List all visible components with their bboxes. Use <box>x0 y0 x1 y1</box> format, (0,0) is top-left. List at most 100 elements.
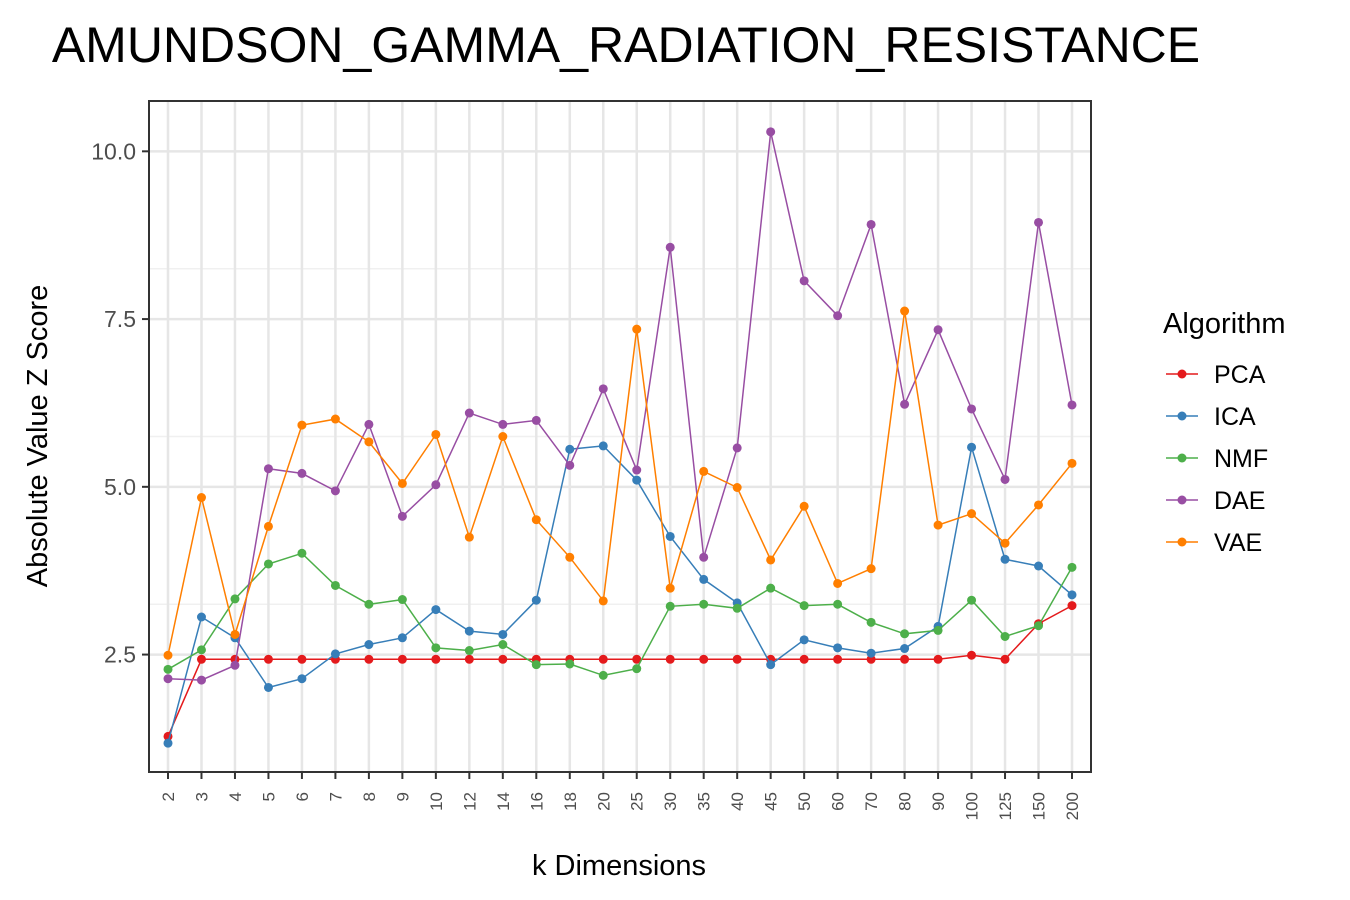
data-point <box>196 645 206 655</box>
data-point <box>397 654 407 664</box>
data-point <box>263 559 273 569</box>
data-point <box>330 414 340 424</box>
data-point <box>431 605 441 615</box>
x-tick-label: 35 <box>695 792 714 811</box>
data-point <box>196 654 206 664</box>
data-point <box>364 599 374 609</box>
series-line <box>167 131 1073 681</box>
y-axis-title: Absolute Value Z Score <box>22 285 54 588</box>
data-point <box>196 612 206 622</box>
data-point <box>230 594 240 604</box>
data-point <box>1000 474 1010 484</box>
data-point <box>967 595 977 605</box>
data-point <box>900 654 910 664</box>
data-point <box>766 127 776 137</box>
data-point <box>933 654 943 664</box>
data-point <box>632 465 642 475</box>
data-point <box>1067 400 1077 410</box>
data-point <box>1067 601 1077 611</box>
series-layer <box>163 127 1077 748</box>
legend-title: Algorithm <box>1163 308 1286 340</box>
data-point <box>665 531 675 541</box>
data-point <box>1067 562 1077 572</box>
legend-marker <box>1177 537 1187 547</box>
legend-label: PCA <box>1214 361 1266 389</box>
data-point <box>665 654 675 664</box>
data-point <box>397 478 407 488</box>
data-point <box>163 664 173 674</box>
data-point <box>565 460 575 470</box>
x-tick-label: 30 <box>661 792 680 811</box>
data-point <box>598 654 608 664</box>
data-point <box>297 420 307 430</box>
data-point <box>799 601 809 611</box>
data-point <box>1000 554 1010 564</box>
series-nmf <box>163 548 1077 680</box>
data-point <box>498 629 508 639</box>
data-point <box>833 654 843 664</box>
data-point <box>732 443 742 453</box>
x-tick-label: 16 <box>527 792 546 811</box>
legend-item-pca: PCA <box>1166 361 1266 389</box>
data-point <box>699 574 709 584</box>
data-point <box>263 521 273 531</box>
series-line <box>167 552 1073 677</box>
legend-item-ica: ICA <box>1166 403 1256 431</box>
x-tick-label: 125 <box>996 792 1015 820</box>
data-point <box>900 306 910 316</box>
data-point <box>531 660 541 670</box>
legend-marker <box>1177 411 1187 421</box>
series-dae <box>163 127 1077 685</box>
data-point <box>163 738 173 748</box>
data-point <box>330 649 340 659</box>
data-point <box>263 464 273 474</box>
data-point <box>163 674 173 684</box>
data-point <box>632 654 642 664</box>
data-point <box>967 650 977 660</box>
data-point <box>531 515 541 525</box>
data-point <box>699 654 709 664</box>
legend-marker <box>1177 453 1187 463</box>
data-point <box>397 633 407 643</box>
data-point <box>431 654 441 664</box>
data-point <box>464 654 474 664</box>
x-tick-label: 100 <box>963 792 982 820</box>
legend: Algorithm PCA ICA NMF DAE VAE <box>1163 308 1286 557</box>
data-point <box>933 520 943 530</box>
data-point <box>565 659 575 669</box>
x-tick-label: 3 <box>192 792 211 801</box>
data-point <box>397 595 407 605</box>
data-point <box>464 532 474 542</box>
data-point <box>632 475 642 485</box>
data-point <box>464 646 474 656</box>
data-point <box>364 654 374 664</box>
data-point <box>1000 654 1010 664</box>
data-point <box>263 654 273 664</box>
data-point <box>230 660 240 670</box>
data-point <box>933 625 943 635</box>
y-tick-label: 10.0 <box>91 138 136 164</box>
series-line <box>167 445 1073 744</box>
data-point <box>230 629 240 639</box>
data-point <box>833 578 843 588</box>
data-point <box>699 552 709 562</box>
data-point <box>364 640 374 650</box>
x-tick-label: 45 <box>762 792 781 811</box>
data-point <box>732 654 742 664</box>
x-tick-label: 8 <box>360 792 379 801</box>
legend-label: DAE <box>1214 487 1265 515</box>
data-point <box>397 511 407 521</box>
y-axis: 2.5 5.0 7.5 10.0 <box>91 138 149 668</box>
data-point <box>699 599 709 609</box>
data-point <box>866 564 876 574</box>
panel-border <box>148 100 1092 773</box>
data-point <box>464 626 474 636</box>
plot-panel <box>148 100 1092 773</box>
data-point <box>1034 500 1044 510</box>
x-tick-label: 4 <box>226 792 245 801</box>
data-point <box>799 654 809 664</box>
data-point <box>431 480 441 490</box>
x-tick-label: 40 <box>728 792 747 811</box>
legend-item-nmf: NMF <box>1166 445 1268 473</box>
